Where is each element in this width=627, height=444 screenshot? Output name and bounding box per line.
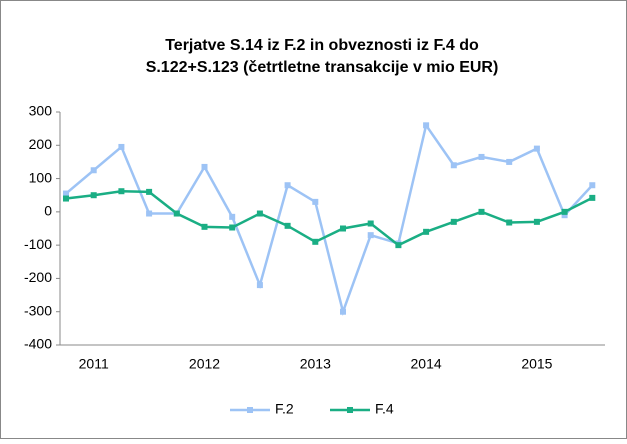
x-tick-label: 2012 [189,356,220,372]
marker [118,188,125,195]
marker [284,182,291,189]
marker [478,153,485,160]
y-tick-label: 300 [29,103,53,119]
marker [312,198,319,205]
marker [506,219,513,226]
marker [256,210,263,217]
marker [367,220,374,227]
marker [146,210,153,217]
y-tick-label: 100 [29,169,53,185]
y-tick-label: -300 [24,302,52,318]
marker [423,228,430,235]
marker [229,213,236,220]
marker [229,224,236,231]
y-tick-label: -100 [24,236,52,252]
series-line [65,122,594,316]
marker [506,158,513,165]
y-tick-label: 200 [29,136,53,152]
marker [340,225,346,232]
marker [312,238,319,245]
x-tick-label: 2013 [300,356,331,372]
marker [63,195,69,202]
marker [90,192,97,199]
marker [340,308,346,315]
legend-marker [247,407,253,413]
marker [589,182,596,189]
marker [201,223,208,230]
marker [118,143,125,150]
marker [395,242,402,249]
legend-label: F.2 [275,401,294,417]
marker [561,208,568,215]
legend-marker [347,407,353,413]
marker [423,122,430,129]
y-tick-label: -400 [24,336,52,352]
chart-title: Terjatve S.14 iz F.2 in obveznosti iz F.… [165,37,479,54]
x-tick-label: 2014 [411,356,442,372]
marker [63,190,69,197]
marker [589,194,596,201]
x-tick-label: 2015 [521,356,552,372]
series-line [65,189,593,247]
marker [561,212,568,219]
marker [450,218,457,225]
marker [146,188,153,195]
marker [478,208,485,215]
chart-title: S.122+S.123 (četrtletne transakcije v mi… [146,59,499,76]
marker [367,232,374,239]
marker [173,210,180,217]
x-tick-label: 2011 [79,356,109,372]
y-tick-label: 0 [44,203,52,219]
marker [256,282,263,289]
legend-label: F.4 [375,401,394,417]
y-tick-label: -200 [24,269,52,285]
marker [533,145,540,152]
marker [450,162,457,169]
marker [201,163,208,170]
marker [533,218,540,225]
marker [284,222,291,229]
marker [90,167,97,174]
